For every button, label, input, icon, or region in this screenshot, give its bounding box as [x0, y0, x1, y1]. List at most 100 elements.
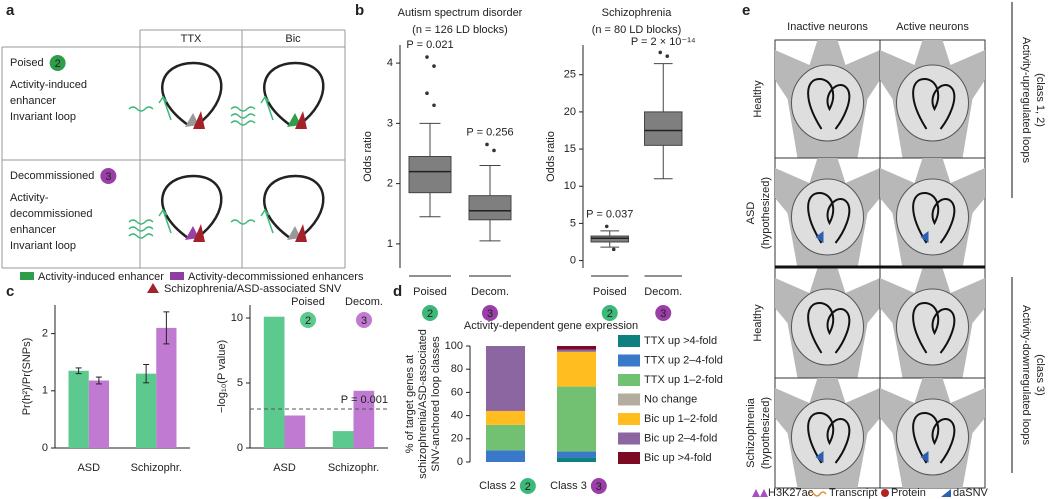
x-tick-label: Decom. [644, 286, 682, 298]
bar [284, 415, 306, 448]
y-tick-label: 5 [570, 217, 576, 229]
bar-segment [556, 346, 597, 350]
legend-swatch [618, 393, 640, 406]
x-tick-label: Poised [413, 286, 447, 298]
legend-label: daSNV [953, 487, 989, 499]
y-tick-label: 5 [237, 377, 243, 389]
arrow [158, 95, 172, 121]
legend-swatch [618, 413, 640, 425]
row-label: ASD [745, 202, 757, 225]
transcript [230, 120, 256, 126]
row-name: Poised [10, 57, 44, 69]
panel-label: a [6, 2, 15, 19]
annotation: P = 0.256 [466, 126, 513, 138]
chromatin-loop [912, 77, 956, 130]
snv [193, 224, 205, 242]
outlier [665, 54, 670, 58]
badge [100, 168, 117, 184]
chromatin-loop [807, 411, 851, 464]
bar-segment [485, 346, 526, 411]
badge [422, 305, 438, 321]
y-tick-label: 2 [387, 178, 393, 190]
transcript [128, 226, 154, 232]
legend-label: Schizophrenia/ASD-associated SNV [164, 283, 342, 295]
badge-text: 2 [525, 481, 531, 493]
chromatin-loop [912, 411, 956, 464]
badge-text: 3 [361, 315, 367, 327]
legend-icon [881, 489, 889, 497]
dasnv [920, 231, 929, 243]
badge [300, 312, 316, 328]
bar [353, 390, 375, 448]
row-label: (hypothesized) [760, 397, 772, 469]
x-tick-label: Schizophr. [328, 462, 379, 474]
bar [68, 370, 89, 448]
y-tick-label: 0 [42, 442, 48, 454]
group-label: (class 1, 2) [1034, 73, 1046, 127]
badge-text: 3 [596, 481, 602, 493]
legend-swatch [618, 452, 640, 464]
y-tick-label: 0 [237, 442, 243, 454]
y-tick-label: 2 [42, 328, 48, 340]
transcript [230, 219, 256, 225]
arrow [260, 95, 274, 121]
y-tick-label: 80 [451, 363, 463, 375]
legend-label: H3K27ac [768, 487, 814, 499]
legend-swatch [618, 335, 640, 347]
annotation: P = 0.037 [586, 208, 633, 220]
outlier [485, 142, 489, 147]
group-label: Activity-downregulated loops [1020, 305, 1032, 446]
annotation: P = 0.001 [341, 394, 388, 406]
chart-subtitle: (n = 80 LD blocks) [592, 24, 682, 36]
row-label: Healthy [752, 80, 764, 118]
x-tick-label: Decom. [471, 286, 509, 298]
y-tick-label: 20 [451, 433, 463, 445]
legend-label: Protein [891, 487, 926, 499]
row-text: Invariant loop [10, 240, 76, 252]
bar-segment [485, 450, 526, 462]
outlier [432, 64, 436, 68]
x-tick-label: ASD [77, 462, 100, 474]
bar-segment [556, 451, 597, 458]
snv [295, 224, 307, 242]
group-label: (class 3) [1034, 354, 1046, 396]
y-tick-label: 10 [564, 180, 576, 192]
transcript [128, 106, 154, 112]
legend-swatch [20, 272, 34, 280]
legend-label: Bic up 1–2-fold [644, 413, 717, 425]
snv [295, 111, 307, 129]
badge-text: 3 [660, 308, 666, 320]
legend-swatch [618, 374, 640, 386]
chromatin-loop [807, 301, 851, 354]
y-tick-label: 0 [457, 456, 463, 468]
transcript [128, 219, 154, 225]
chart-subtitle: (n = 126 LD blocks) [412, 24, 508, 36]
panel-label: c [6, 283, 14, 300]
chart-title: Autism spectrum disorder [398, 7, 523, 19]
y-tick-label: 0 [570, 254, 576, 266]
badge [601, 305, 618, 321]
legend-swatch [618, 354, 640, 367]
chromatin-loop [807, 77, 851, 130]
y-axis-label: Odds ratio [362, 131, 374, 182]
transcript [230, 106, 256, 112]
box [408, 156, 452, 194]
y-tick-label: 40 [451, 410, 463, 422]
legend-label: Activity-decommissioned enhancers [188, 271, 364, 283]
bar-segment [556, 349, 597, 352]
x-tick-label: Class 2 [479, 480, 516, 492]
outlier [432, 103, 436, 108]
dasnv [815, 231, 824, 243]
x-tick-label: ASD [273, 462, 296, 474]
legend-icon [807, 491, 827, 497]
transcript [128, 233, 154, 239]
row-text: Activity- [10, 192, 49, 204]
badge-text: 2 [607, 308, 613, 320]
bar-segment [485, 424, 526, 451]
legend-icon [941, 489, 951, 497]
row-label: Healthy [752, 304, 764, 342]
badge [356, 312, 372, 328]
legend-label: Decom. [345, 296, 383, 308]
